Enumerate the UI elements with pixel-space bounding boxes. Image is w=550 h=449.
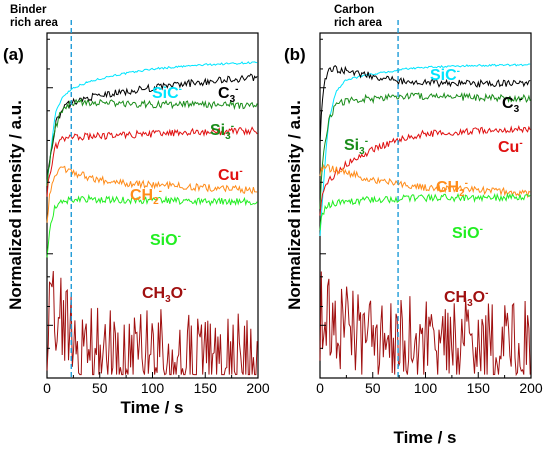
series-line — [319, 124, 531, 216]
series-label: CH2- — [436, 178, 468, 199]
panel-a-plot — [46, 20, 258, 378]
series-line — [319, 91, 531, 209]
panel-b: Carbon rich area (b) Normalized intensit… — [284, 4, 543, 447]
series-line — [46, 61, 258, 184]
series-label: SiC- — [430, 66, 460, 84]
x-tick-label: 0 — [43, 380, 51, 396]
panel-b-xlabel: Time / s — [394, 428, 457, 447]
series-label: SiC- — [152, 84, 182, 102]
x-tick-label: 100 — [141, 380, 165, 396]
panel-b-ticks: 0 50 100 150 200 — [316, 38, 543, 396]
x-tick-label: 200 — [246, 380, 270, 396]
panel-b-label: (b) — [284, 45, 306, 64]
x-tick-label: 150 — [467, 380, 491, 396]
x-tick-label: 100 — [414, 380, 438, 396]
panel-a-xlabel: Time / s — [121, 398, 184, 417]
series-label: CH2- — [130, 186, 162, 207]
series-line — [319, 63, 531, 237]
series-label: SiO- — [452, 224, 483, 242]
x-tick-label: 150 — [194, 380, 218, 396]
series-line — [46, 270, 258, 376]
panel-a: Binder rich area (a) Normalized intensit… — [3, 4, 270, 417]
series-line — [46, 193, 258, 258]
series-label: CH3O- — [444, 288, 488, 309]
x-tick-label: 50 — [365, 380, 381, 396]
series-line — [319, 192, 531, 231]
panel-a-ylabel: Normalized intensity / a.u. — [6, 100, 25, 310]
panel-a-header-line1: Binder — [10, 4, 47, 16]
series-label: C3- — [502, 94, 522, 115]
panel-a-ticks: 0 50 100 150 200 — [43, 38, 270, 396]
series-label: Si3- — [344, 136, 368, 157]
x-tick-label: 200 — [519, 380, 543, 396]
panel-a-header-line2: rich area — [10, 17, 59, 29]
panel-a-series-labels: SiC- C3- Si3- Cu- CH2- SiO- CH3O- — [130, 84, 243, 305]
series-line — [319, 65, 531, 145]
series-line — [319, 163, 531, 199]
series-label: C3- — [218, 84, 238, 105]
panel-b-header-line2: rich area — [334, 17, 383, 29]
x-tick-label: 0 — [316, 380, 324, 396]
series-label: Si3- — [210, 121, 234, 142]
x-tick-label: 50 — [92, 380, 108, 396]
panel-a-label: (a) — [3, 45, 24, 64]
panel-b-ylabel: Normalized intensity / a.u. — [285, 100, 304, 310]
series-line — [46, 126, 258, 197]
series-line — [46, 73, 258, 186]
panel-b-plot — [319, 20, 531, 378]
series-line — [46, 165, 258, 223]
series-label: Cu- — [498, 138, 523, 156]
series-line — [319, 271, 531, 377]
panel-b-series-labels: SiC- C3- Si3- Cu- CH2- SiO- CH3O- — [344, 66, 523, 309]
series-label: Cu- — [218, 166, 243, 184]
series-label: SiO- — [150, 231, 181, 249]
panel-b-header-line1: Carbon — [334, 4, 374, 16]
series-line — [46, 97, 258, 186]
series-label: CH3O- — [142, 284, 186, 305]
